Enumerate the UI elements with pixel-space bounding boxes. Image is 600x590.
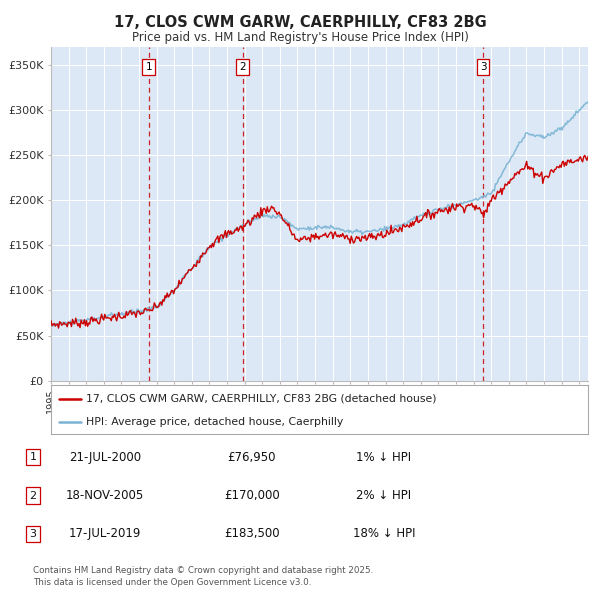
Text: 2% ↓ HPI: 2% ↓ HPI [356, 489, 412, 502]
Text: 17-JUL-2019: 17-JUL-2019 [69, 527, 141, 540]
Text: 18-NOV-2005: 18-NOV-2005 [66, 489, 144, 502]
Text: 17, CLOS CWM GARW, CAERPHILLY, CF83 2BG: 17, CLOS CWM GARW, CAERPHILLY, CF83 2BG [113, 15, 487, 30]
Text: 1% ↓ HPI: 1% ↓ HPI [356, 451, 412, 464]
Text: 1: 1 [145, 62, 152, 72]
Text: 1: 1 [29, 453, 37, 462]
Text: 18% ↓ HPI: 18% ↓ HPI [353, 527, 415, 540]
Text: HPI: Average price, detached house, Caerphilly: HPI: Average price, detached house, Caer… [86, 417, 343, 427]
Text: £76,950: £76,950 [228, 451, 276, 464]
Text: 17, CLOS CWM GARW, CAERPHILLY, CF83 2BG (detached house): 17, CLOS CWM GARW, CAERPHILLY, CF83 2BG … [86, 394, 436, 404]
Text: £170,000: £170,000 [224, 489, 280, 502]
Text: 3: 3 [29, 529, 37, 539]
Text: 21-JUL-2000: 21-JUL-2000 [69, 451, 141, 464]
Text: Price paid vs. HM Land Registry's House Price Index (HPI): Price paid vs. HM Land Registry's House … [131, 31, 469, 44]
Text: £183,500: £183,500 [224, 527, 280, 540]
Text: Contains HM Land Registry data © Crown copyright and database right 2025.
This d: Contains HM Land Registry data © Crown c… [33, 566, 373, 587]
Text: 3: 3 [480, 62, 487, 72]
Text: 2: 2 [29, 491, 37, 500]
Text: 2: 2 [239, 62, 246, 72]
